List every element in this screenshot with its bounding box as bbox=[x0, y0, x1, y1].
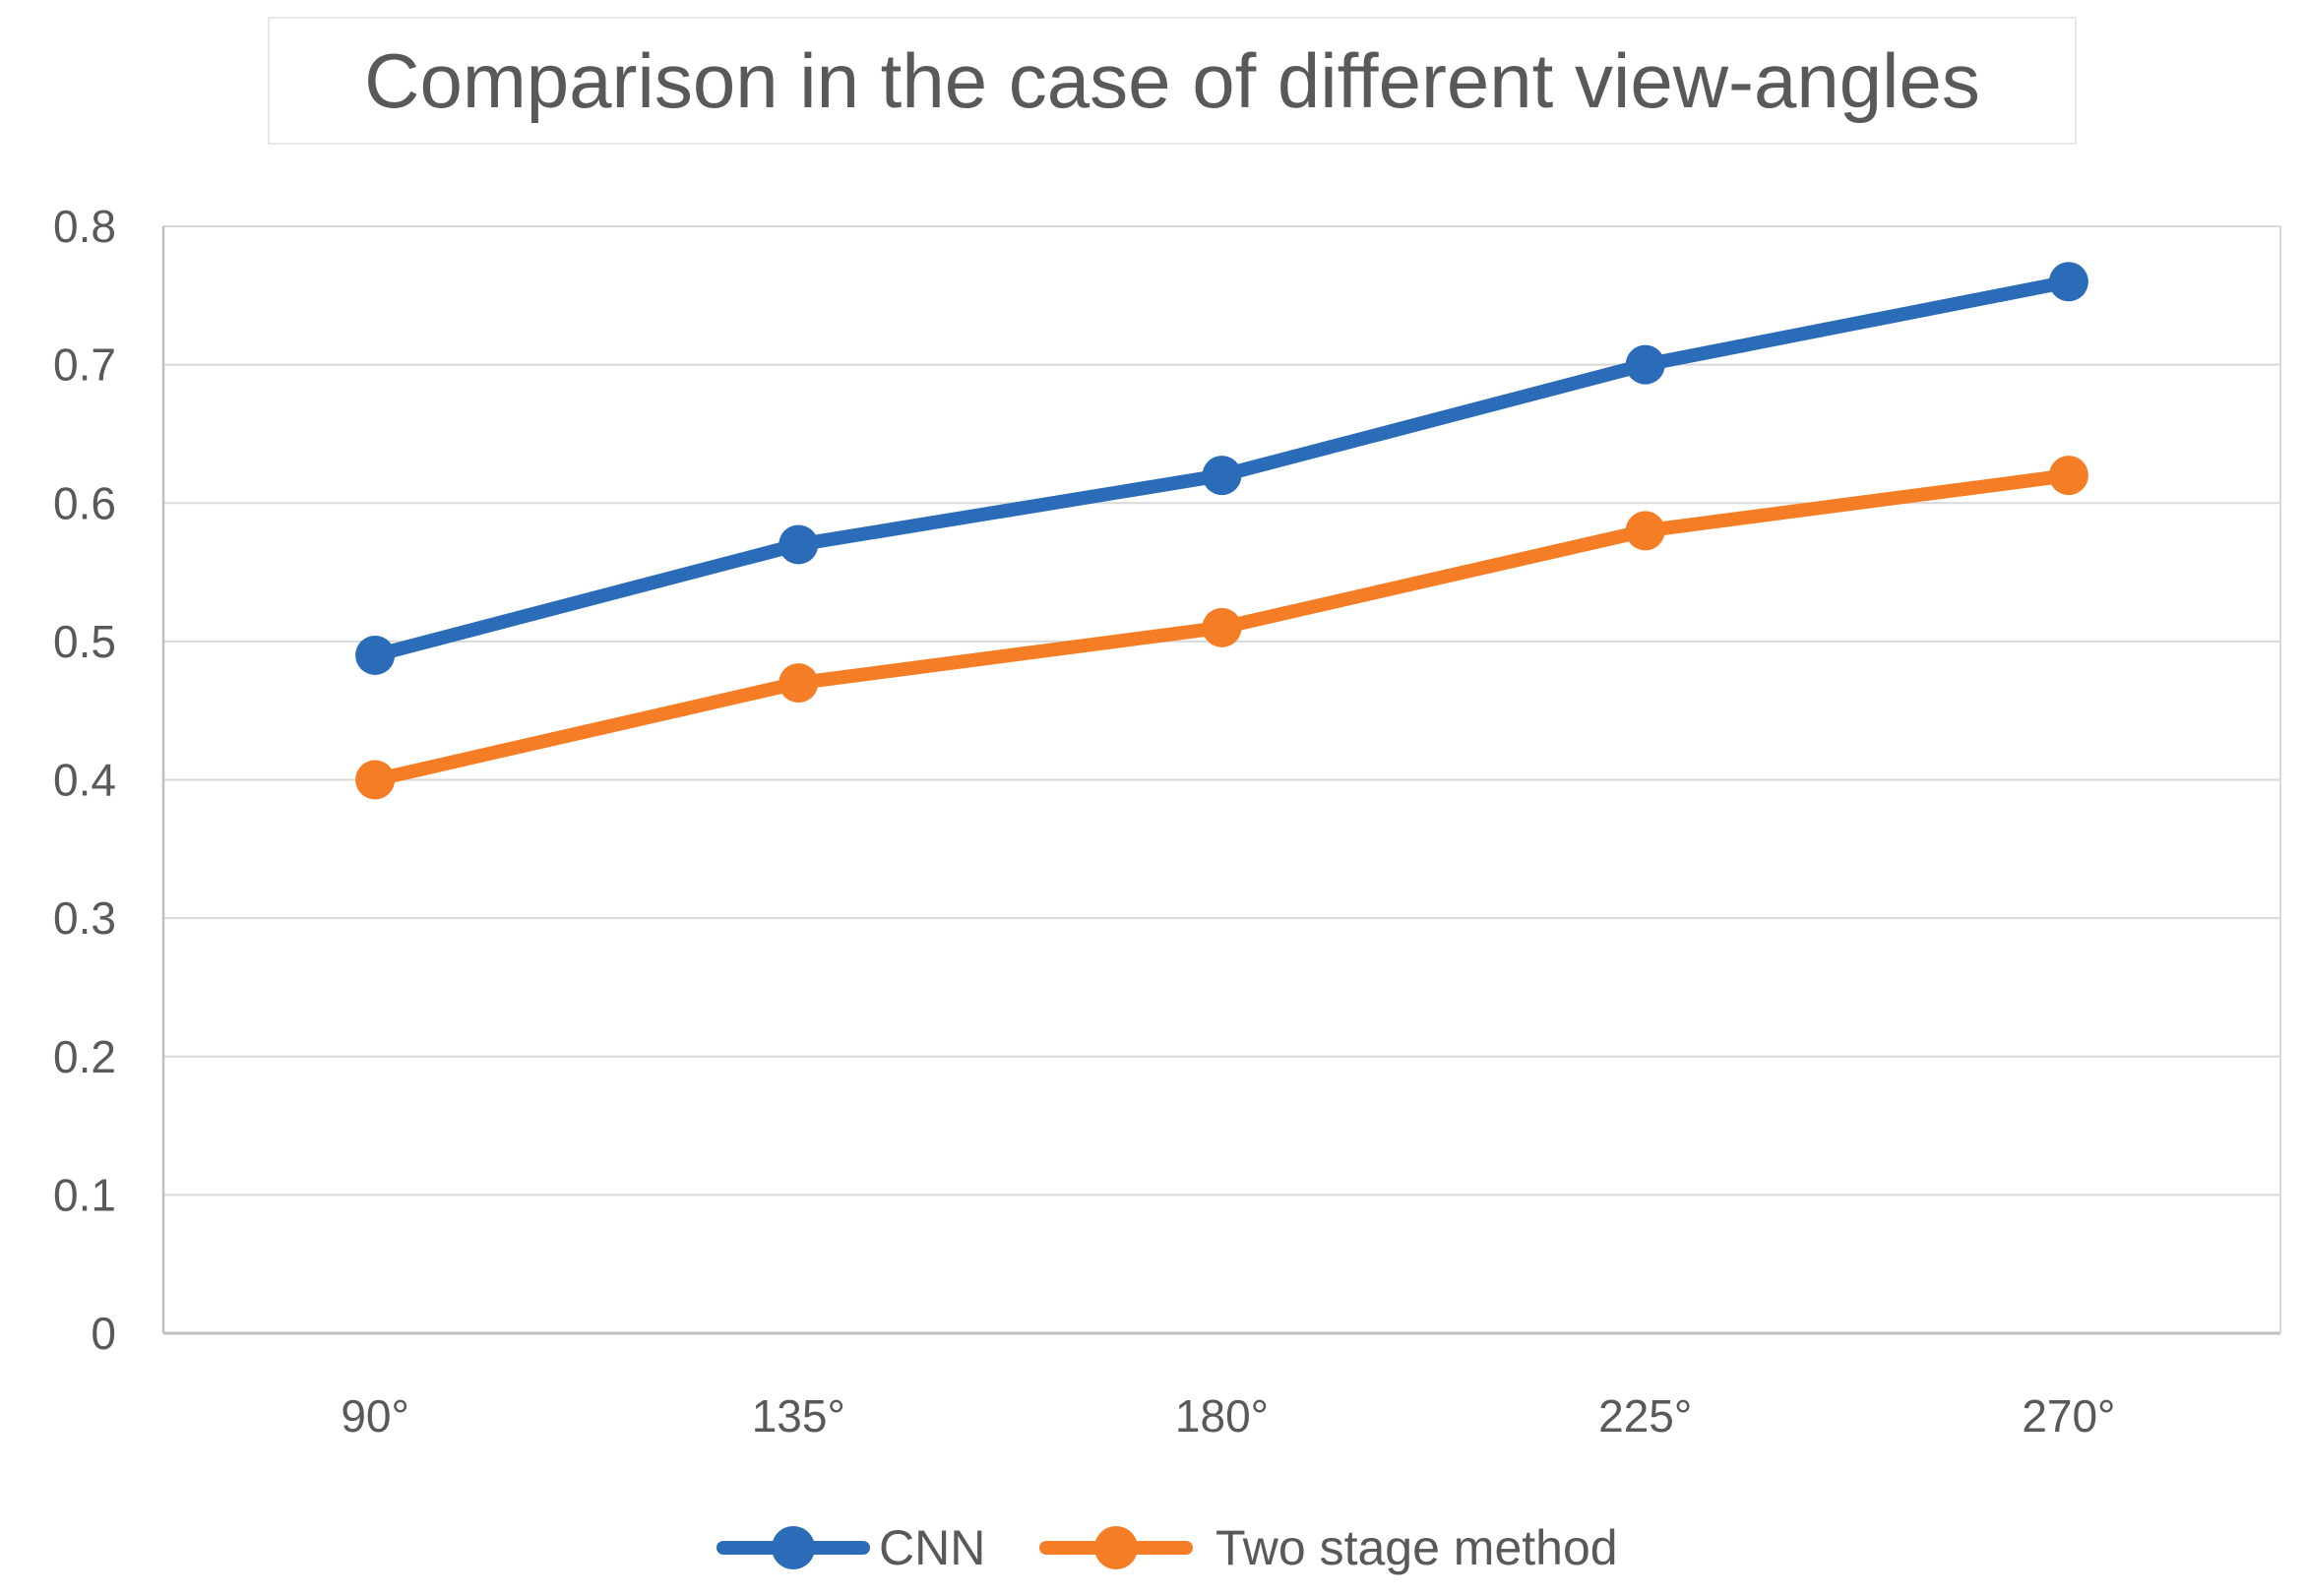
y-tick-label: 0.3 bbox=[53, 892, 116, 944]
data-point-marker bbox=[355, 760, 396, 800]
data-point-marker bbox=[1625, 511, 1665, 551]
legend-label: Two stage method bbox=[1215, 1520, 1618, 1575]
data-point-marker bbox=[1625, 344, 1665, 385]
y-tick-label: 0.6 bbox=[53, 477, 116, 528]
y-tick-label: 0.5 bbox=[53, 616, 116, 667]
y-tick-label: 0.2 bbox=[53, 1031, 116, 1082]
data-point-marker bbox=[1202, 607, 1242, 647]
legend-label: CNN bbox=[879, 1520, 985, 1575]
x-tick-label: 270° bbox=[2022, 1390, 2115, 1442]
y-tick-label: 0.1 bbox=[53, 1169, 116, 1220]
data-point-marker bbox=[1202, 456, 1242, 496]
data-point-marker bbox=[779, 524, 819, 565]
y-tick-label: 0.4 bbox=[53, 755, 116, 806]
x-tick-label: 90° bbox=[341, 1390, 409, 1442]
x-tick-label: 135° bbox=[752, 1390, 845, 1442]
y-tick-label: 0.8 bbox=[53, 201, 116, 252]
legend-swatch-marker bbox=[1094, 1526, 1138, 1569]
legend-swatch-marker bbox=[772, 1526, 815, 1569]
y-tick-label: 0 bbox=[91, 1308, 116, 1359]
data-point-marker bbox=[2048, 262, 2088, 302]
x-tick-label: 225° bbox=[1598, 1390, 1692, 1442]
chart-title: Comparison in the case of different view… bbox=[268, 17, 2077, 145]
data-point-marker bbox=[779, 663, 819, 704]
y-tick-label: 0.7 bbox=[53, 339, 116, 391]
data-point-marker bbox=[355, 635, 396, 675]
data-point-marker bbox=[2048, 456, 2088, 496]
x-tick-label: 180° bbox=[1175, 1390, 1269, 1442]
